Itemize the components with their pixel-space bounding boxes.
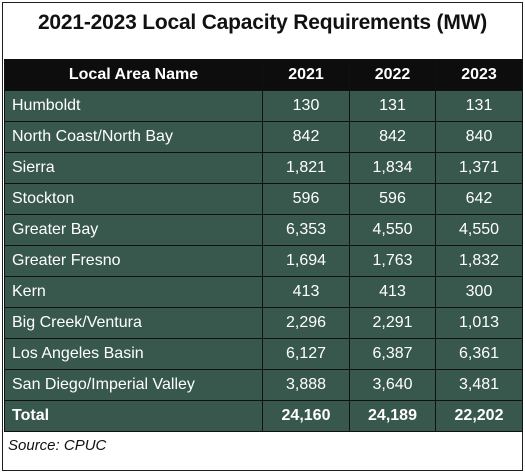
area-name-cell: Stockton: [4, 183, 263, 215]
table-row: Big Creek/Ventura 2,296 2,291 1,013: [4, 307, 523, 339]
value-2021-cell: 2,296: [262, 307, 350, 339]
table-row: Los Angeles Basin 6,127 6,387 6,361: [4, 338, 523, 370]
total-label-cell: Total: [4, 400, 263, 432]
area-name-cell: North Coast/North Bay: [4, 121, 263, 153]
table-body: Humboldt 130 131 131 North Coast/North B…: [4, 90, 523, 432]
area-name-cell: Greater Fresno: [4, 245, 263, 277]
total-row: Total 24,160 24,189 22,202: [4, 400, 523, 432]
value-2023-cell: 131: [435, 90, 523, 122]
area-name-cell: Greater Bay: [4, 214, 263, 246]
value-2023-cell: 1,371: [435, 152, 523, 184]
area-name-cell: Humboldt: [4, 90, 263, 122]
table-row: Stockton 596 596 642: [4, 183, 523, 215]
table-row: Greater Fresno 1,694 1,763 1,832: [4, 245, 523, 277]
source-note: Source: CPUC: [8, 437, 107, 454]
value-2021-cell: 6,353: [262, 214, 350, 246]
value-2023-cell: 1,832: [435, 245, 523, 277]
value-2022-cell: 6,387: [349, 338, 436, 370]
table-row: Humboldt 130 131 131: [4, 90, 523, 122]
header-row: Local Area Name 2021 2022 2023: [4, 59, 523, 91]
value-2021-cell: 3,888: [262, 369, 350, 401]
value-2023-cell: 4,550: [435, 214, 523, 246]
value-2023-cell: 642: [435, 183, 523, 215]
value-2021-cell: 596: [262, 183, 350, 215]
value-2021-cell: 1,694: [262, 245, 350, 277]
value-2022-cell: 2,291: [349, 307, 436, 339]
table-header: Local Area Name 2021 2022 2023: [4, 59, 523, 91]
area-name-cell: Big Creek/Ventura: [4, 307, 263, 339]
column-header-2021: 2021: [262, 59, 350, 91]
value-2022-cell: 842: [349, 121, 436, 153]
value-2022-cell: 1,834: [349, 152, 436, 184]
value-2023-cell: 1,013: [435, 307, 523, 339]
area-name-cell: Kern: [4, 276, 263, 308]
table-row: San Diego/Imperial Valley 3,888 3,640 3,…: [4, 369, 523, 401]
capacity-table: Local Area Name 2021 2022 2023 Humboldt …: [4, 59, 523, 432]
table-row: North Coast/North Bay 842 842 840: [4, 121, 523, 153]
value-2022-cell: 3,640: [349, 369, 436, 401]
area-name-cell: San Diego/Imperial Valley: [4, 369, 263, 401]
value-2021-cell: 413: [262, 276, 350, 308]
table-row: Greater Bay 6,353 4,550 4,550: [4, 214, 523, 246]
value-2021-cell: 842: [262, 121, 350, 153]
value-2023-cell: 300: [435, 276, 523, 308]
value-2021-cell: 130: [262, 90, 350, 122]
column-header-name: Local Area Name: [4, 59, 263, 91]
value-2022-cell: 4,550: [349, 214, 436, 246]
value-2022-cell: 131: [349, 90, 436, 122]
value-2022-cell: 413: [349, 276, 436, 308]
total-2021-cell: 24,160: [262, 400, 350, 432]
table-title: 2021-2023 Local Capacity Requirements (M…: [37, 11, 488, 34]
value-2023-cell: 3,481: [435, 369, 523, 401]
value-2023-cell: 6,361: [435, 338, 523, 370]
area-name-cell: Sierra: [4, 152, 263, 184]
table-row: Kern 413 413 300: [4, 276, 523, 308]
value-2023-cell: 840: [435, 121, 523, 153]
capacity-table-card: 2021-2023 Local Capacity Requirements (M…: [2, 2, 523, 471]
value-2021-cell: 6,127: [262, 338, 350, 370]
total-2022-cell: 24,189: [349, 400, 436, 432]
area-name-cell: Los Angeles Basin: [4, 338, 263, 370]
value-2022-cell: 596: [349, 183, 436, 215]
value-2021-cell: 1,821: [262, 152, 350, 184]
column-header-2023: 2023: [435, 59, 523, 91]
column-header-2022: 2022: [349, 59, 436, 91]
total-2023-cell: 22,202: [435, 400, 523, 432]
value-2022-cell: 1,763: [349, 245, 436, 277]
table-row: Sierra 1,821 1,834 1,371: [4, 152, 523, 184]
